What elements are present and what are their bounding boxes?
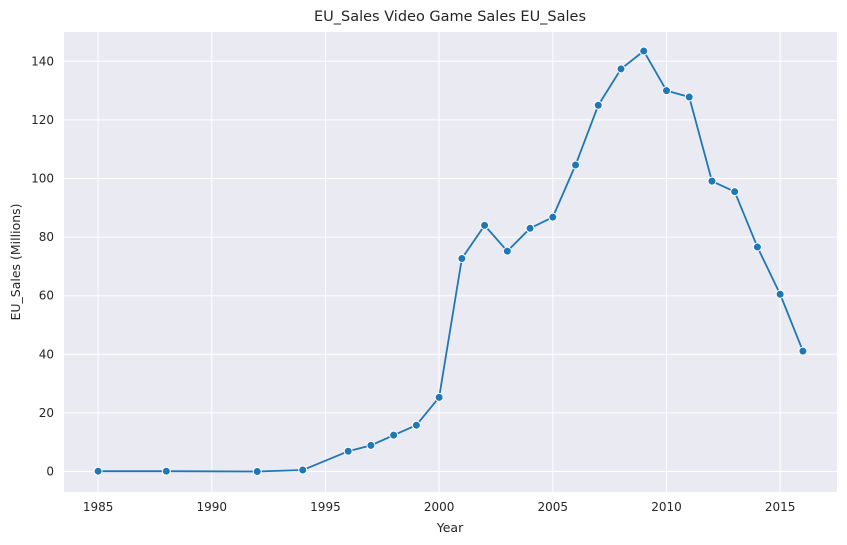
data-point bbox=[457, 253, 467, 263]
y-tick-label: 60 bbox=[39, 289, 54, 303]
series-group bbox=[93, 46, 808, 476]
data-point bbox=[661, 86, 671, 96]
data-point bbox=[752, 242, 762, 252]
x-tick-labels: 1985 1990 1995 2000 2005 2010 2015 bbox=[83, 500, 796, 514]
data-point bbox=[434, 392, 444, 402]
x-tick-label: 2005 bbox=[538, 500, 569, 514]
data-point bbox=[775, 289, 785, 299]
chart-title: EU_Sales Video Game Sales EU_Sales bbox=[314, 9, 586, 25]
data-point bbox=[593, 100, 603, 110]
data-point bbox=[93, 466, 103, 476]
x-tick-label: 2015 bbox=[765, 500, 796, 514]
data-point bbox=[571, 160, 581, 170]
data-point bbox=[343, 446, 353, 456]
data-point bbox=[548, 212, 558, 222]
data-point bbox=[389, 430, 399, 440]
x-tick-label: 1990 bbox=[197, 500, 228, 514]
y-tick-label: 80 bbox=[39, 230, 54, 244]
x-tick-label: 1995 bbox=[310, 500, 341, 514]
data-point bbox=[639, 46, 649, 56]
data-point bbox=[525, 223, 535, 233]
y-tick-label: 40 bbox=[39, 347, 54, 361]
data-point bbox=[161, 466, 171, 476]
x-axis-label: Year bbox=[436, 520, 464, 535]
y-axis-label: EU_Sales (Millions) bbox=[8, 203, 23, 320]
data-point bbox=[480, 220, 490, 230]
x-tick-label: 2000 bbox=[424, 500, 455, 514]
data-point bbox=[798, 346, 808, 356]
data-point bbox=[616, 64, 626, 74]
data-point bbox=[730, 187, 740, 197]
y-tick-label: 100 bbox=[31, 171, 54, 185]
data-point bbox=[411, 420, 421, 430]
data-point bbox=[298, 465, 308, 475]
x-tick-label: 2010 bbox=[651, 500, 682, 514]
data-point bbox=[366, 440, 376, 450]
y-tick-labels: 0 20 40 60 80 100 120 140 bbox=[31, 54, 54, 478]
data-point bbox=[502, 246, 512, 256]
x-tick-label: 1985 bbox=[83, 500, 114, 514]
data-point bbox=[684, 92, 694, 102]
plot-background bbox=[64, 32, 837, 492]
y-tick-label: 20 bbox=[39, 406, 54, 420]
y-tick-label: 0 bbox=[46, 464, 54, 478]
y-tick-label: 120 bbox=[31, 113, 54, 127]
grid-lines bbox=[64, 32, 837, 492]
y-tick-label: 140 bbox=[31, 54, 54, 68]
data-point bbox=[707, 176, 717, 186]
data-point bbox=[252, 466, 262, 476]
